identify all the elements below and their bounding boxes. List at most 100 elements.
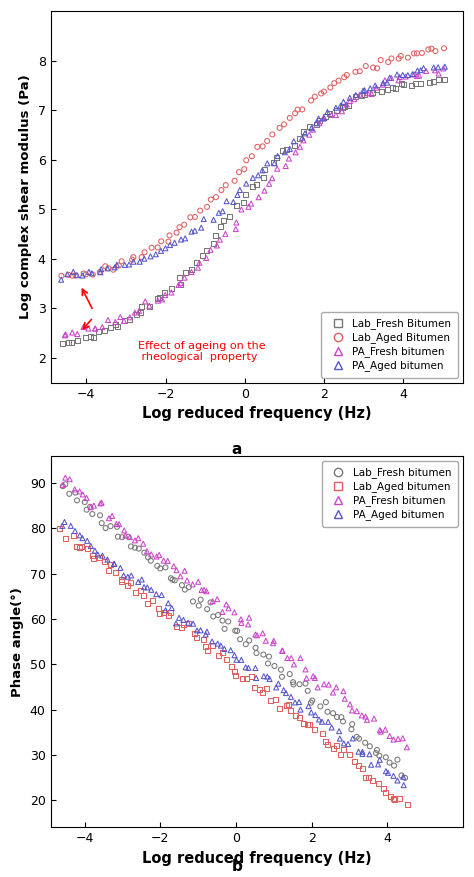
PA_Fresh bitumen — [422, 64, 430, 78]
PA_Aged bitumen — [236, 183, 244, 197]
PA_Fresh bitumen — [346, 697, 354, 711]
PA_Fresh bitumen — [120, 314, 128, 328]
Lab_Fresh bitumen — [372, 746, 380, 760]
PA_Aged bitumen — [79, 531, 86, 545]
PA_Fresh bitumen — [85, 322, 92, 336]
PA_Fresh bitumen — [168, 286, 175, 300]
Lab_Aged bitumen — [149, 594, 156, 608]
Lab_Fresh bitumen — [102, 521, 109, 535]
PA_Aged bitumen — [234, 188, 241, 202]
PA_Aged bitumen — [340, 95, 347, 109]
Lab_Fresh bitumen — [237, 632, 244, 646]
Lab_Aged Bitumen — [320, 84, 328, 98]
Lab_Aged bitumen — [89, 548, 97, 562]
Lab_Aged bitumen — [78, 539, 85, 553]
PA_Aged bitumen — [336, 731, 344, 745]
Lab_Aged bitumen — [165, 609, 173, 623]
Lab_Aged Bitumen — [235, 165, 243, 179]
PA_Fresh bitumen — [201, 583, 208, 597]
Lab_Fresh bitumen — [253, 646, 260, 660]
Lab_Fresh bitumen — [246, 633, 253, 647]
Lab_Aged Bitumen — [212, 190, 220, 204]
Text: a: a — [232, 442, 242, 458]
PA_Fresh bitumen — [202, 251, 210, 265]
PA_Aged bitumen — [414, 63, 421, 77]
Lab_Fresh bitumen — [89, 507, 96, 521]
PA_Aged bitumen — [359, 745, 366, 759]
Lab_Aged bitumen — [106, 558, 114, 572]
Lab_Fresh Bitumen — [300, 125, 307, 139]
Lab_Aged Bitumen — [164, 235, 172, 249]
Lab_Fresh Bitumen — [425, 75, 433, 89]
Lab_Aged Bitumen — [207, 193, 215, 207]
PA_Fresh bitumen — [230, 605, 238, 619]
Lab_Fresh Bitumen — [212, 229, 219, 243]
PA_Fresh bitumen — [363, 713, 371, 727]
Lab_Aged bitumen — [359, 761, 366, 775]
Lab_Fresh Bitumen — [126, 313, 133, 327]
PA_Fresh bitumen — [261, 183, 268, 197]
Lab_Fresh Bitumen — [361, 88, 369, 102]
Lab_Fresh Bitumen — [220, 213, 228, 227]
Lab_Fresh bitumen — [214, 608, 222, 622]
PA_Fresh bitumen — [386, 729, 393, 743]
Lab_Aged Bitumen — [138, 250, 146, 264]
Lab_Aged bitumen — [267, 693, 274, 707]
Lab_Aged bitumen — [155, 602, 162, 616]
PA_Aged bitumen — [366, 82, 374, 96]
PA_Aged bitumen — [400, 778, 408, 792]
Lab_Aged bitumen — [285, 697, 292, 711]
Lab_Aged bitumen — [362, 770, 370, 784]
Lab_Fresh Bitumen — [249, 180, 257, 194]
PA_Fresh bitumen — [79, 488, 86, 502]
PA_Fresh bitumen — [341, 692, 348, 706]
Lab_Fresh bitumen — [113, 520, 121, 534]
PA_Aged bitumen — [260, 669, 268, 683]
PA_Aged bitumen — [64, 267, 71, 282]
PA_Aged bitumen — [87, 539, 95, 553]
PA_Fresh bitumen — [117, 310, 124, 324]
Lab_Fresh Bitumen — [412, 76, 419, 90]
Lab_Aged Bitumen — [384, 55, 392, 69]
Lab_Fresh bitumen — [59, 479, 67, 493]
PA_Aged bitumen — [400, 770, 407, 784]
PA_Aged bitumen — [233, 652, 240, 667]
Lab_Aged bitumen — [286, 703, 294, 717]
Lab_Aged Bitumen — [311, 89, 319, 103]
PA_Fresh bitumen — [373, 81, 380, 95]
PA_Aged bitumen — [171, 236, 178, 250]
PA_Aged bitumen — [324, 105, 331, 119]
Lab_Aged Bitumen — [369, 61, 377, 75]
Lab_Fresh Bitumen — [333, 103, 340, 118]
Lab_Aged bitumen — [112, 565, 119, 579]
Lab_Fresh Bitumen — [242, 187, 250, 201]
Lab_Fresh bitumen — [353, 730, 361, 744]
PA_Fresh bitumen — [97, 496, 104, 510]
PA_Fresh bitumen — [90, 498, 98, 512]
PA_Fresh bitumen — [141, 295, 149, 309]
Lab_Fresh bitumen — [98, 517, 106, 531]
PA_Aged bitumen — [281, 146, 289, 160]
Lab_Fresh bitumen — [81, 495, 89, 509]
PA_Fresh bitumen — [177, 276, 184, 290]
Lab_Aged bitumen — [159, 605, 167, 619]
Lab_Aged Bitumen — [105, 261, 112, 275]
Lab_Aged bitumen — [369, 774, 376, 788]
Lab_Aged Bitumen — [141, 246, 148, 260]
Lab_Aged Bitumen — [335, 74, 342, 88]
Lab_Aged bitumen — [105, 564, 113, 578]
Lab_Aged Bitumen — [343, 68, 351, 82]
PA_Fresh bitumen — [233, 216, 240, 230]
Lab_Aged bitumen — [184, 617, 192, 631]
Lab_Fresh Bitumen — [95, 325, 102, 339]
Lab_Fresh Bitumen — [107, 321, 114, 335]
Lab_Fresh bitumen — [324, 705, 331, 719]
Lab_Aged Bitumen — [352, 65, 359, 79]
PA_Aged bitumen — [324, 715, 332, 729]
Lab_Aged Bitumen — [128, 253, 136, 267]
PA_Fresh bitumen — [431, 63, 439, 77]
PA_Aged bitumen — [104, 261, 111, 275]
Lab_Fresh Bitumen — [86, 330, 94, 344]
PA_Fresh bitumen — [175, 278, 182, 292]
Lab_Fresh Bitumen — [392, 82, 399, 96]
